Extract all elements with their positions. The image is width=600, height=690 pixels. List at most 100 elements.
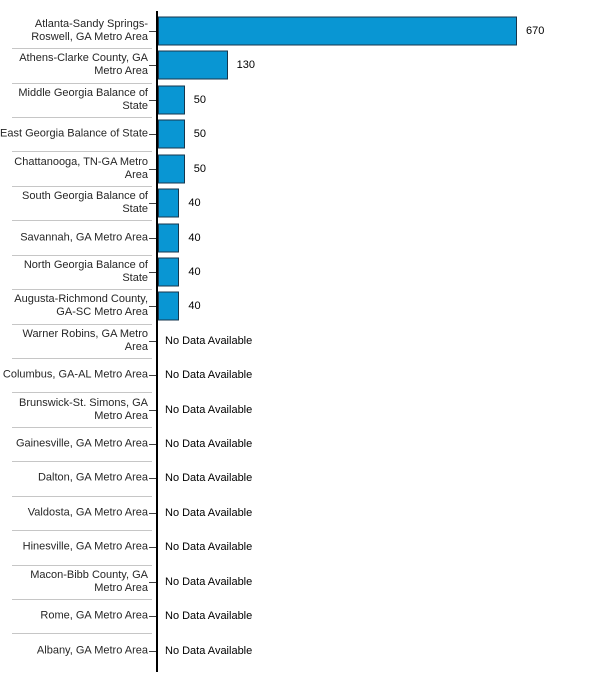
chart-row: Atlanta-Sandy Springs-Roswell, GA Metro … [0, 14, 600, 48]
value-label: 50 [193, 93, 207, 106]
value-label: 50 [193, 162, 207, 175]
value-label: 40 [188, 231, 201, 244]
bar [158, 223, 180, 253]
bar [158, 188, 180, 218]
row-separator [12, 185, 152, 187]
category-label: Gainesville, GA Metro Area [15, 437, 148, 450]
row-separator [12, 564, 152, 566]
no-data-label: No Data Available [165, 369, 253, 382]
row-separator [12, 48, 152, 50]
category-tick [149, 616, 156, 618]
bar [158, 154, 185, 184]
chart-row: Brunswick-St. Simons, GA Metro Area No Da… [0, 392, 600, 426]
chart-row: East Georgia Balance of State 50 [0, 117, 600, 151]
chart-row: Albany, GA Metro Area No Data Available [0, 633, 600, 667]
row-separator [12, 254, 152, 256]
category-label: Valdosta, GA Metro Area [27, 506, 148, 519]
chart-row: Dalton, GA Metro Area No Data Available [0, 461, 600, 495]
value-label: 40 [188, 197, 201, 210]
row-separator [12, 117, 152, 119]
row-separator [12, 461, 152, 463]
chart-row: Hinesville, GA Metro Area No Data Availab… [0, 530, 600, 564]
no-data-label: No Data Available [165, 472, 253, 485]
no-data-label: No Data Available [165, 575, 253, 588]
category-axis-line [156, 11, 158, 672]
category-tick [149, 375, 156, 377]
row-separator [12, 633, 152, 635]
no-data-label: No Data Available [165, 438, 253, 451]
category-tick [149, 444, 156, 446]
category-tick [149, 512, 156, 514]
category-label: Chattanooga, TN-GA Metro Area [14, 155, 148, 181]
chart-row: Chattanooga, TN-GA Metro Area 50 [0, 151, 600, 185]
row-separator [12, 495, 152, 497]
category-tick [149, 478, 156, 480]
row-separator [12, 220, 152, 222]
no-data-label: No Data Available [165, 610, 253, 623]
row-separator [12, 426, 152, 428]
chart-row: Middle Georgia Balance of State 50 [0, 83, 600, 117]
category-label: East Georgia Balance of State [0, 127, 148, 140]
row-separator [12, 530, 152, 532]
chart-row: Savannah, GA Metro Area 40 [0, 220, 600, 254]
category-tick [149, 650, 156, 652]
row-separator [12, 598, 152, 600]
category-label: Macon-Bibb County, GA Metro Area [30, 568, 148, 594]
chart-row: North Georgia Balance of State 40 [0, 255, 600, 289]
no-data-label: No Data Available [165, 506, 253, 519]
chart-row: Augusta-Richmond County, GA-SC Metro Are… [0, 289, 600, 323]
no-data-label: No Data Available [165, 334, 253, 347]
row-separator [12, 151, 152, 153]
chart-row: Athens-Clarke County, GA Metro Area 130 [0, 48, 600, 82]
category-tick [149, 409, 156, 411]
chart-row: Warner Robins, GA Metro Area No Data Avai… [0, 324, 600, 358]
bar [158, 119, 185, 149]
category-label: Dalton, GA Metro Area [37, 471, 148, 484]
row-separator [12, 358, 152, 359]
no-data-label: No Data Available [165, 541, 253, 554]
category-tick [149, 99, 156, 101]
row-separator [12, 82, 152, 84]
category-label: Warner Robins, GA Metro Area [22, 327, 148, 353]
chart-row: Gainesville, GA Metro Area No Data Availa… [0, 427, 600, 461]
bar [158, 85, 185, 115]
category-label: Athens-Clarke County, GA Metro Area [19, 52, 148, 78]
chart-row: Columbus, GA-AL Metro Area No Data Availa… [0, 358, 600, 392]
value-label: 130 [236, 59, 256, 72]
category-tick [149, 203, 156, 205]
category-label: North Georgia Balance of State [23, 258, 148, 284]
bar [158, 50, 228, 80]
category-tick [149, 306, 156, 308]
no-data-label: No Data Available [165, 644, 253, 657]
category-tick [149, 547, 156, 549]
category-tick [149, 340, 156, 342]
no-data-label: No Data Available [165, 403, 253, 416]
category-label: Savannah, GA Metro Area [20, 231, 148, 244]
row-separator [12, 392, 152, 394]
chart-row: South Georgia Balance of State 40 [0, 186, 600, 220]
bar [158, 257, 180, 287]
chart-row: Rome, GA Metro Area No Data Available [0, 599, 600, 633]
category-label: Columbus, GA-AL Metro Area [2, 368, 148, 381]
value-label: 40 [188, 265, 201, 278]
bar [158, 16, 517, 46]
category-label: Augusta-Richmond County, GA-SC Metro Are… [14, 293, 148, 319]
category-tick [149, 134, 156, 136]
category-tick [149, 65, 156, 67]
category-label: Brunswick-St. Simons, GA Metro Area [19, 396, 148, 422]
category-tick [149, 31, 156, 32]
chart-row: Valdosta, GA Metro Area No Data Available [0, 496, 600, 530]
category-tick [149, 237, 156, 239]
category-label: South Georgia Balance of State [22, 190, 148, 216]
category-tick [149, 168, 156, 170]
category-label: Hinesville, GA Metro Area [22, 540, 148, 553]
category-label: Albany, GA Metro Area [36, 644, 148, 657]
category-label: Middle Georgia Balance of State [18, 86, 148, 112]
value-label: 50 [193, 128, 207, 141]
category-label: Rome, GA Metro Area [40, 609, 148, 622]
category-tick [149, 581, 156, 583]
bar [158, 291, 180, 321]
category-label: Atlanta-Sandy Springs-Roswell, GA Metro … [31, 18, 148, 43]
chart-row: Macon-Bibb County, GA Metro Area No Data … [0, 565, 600, 599]
